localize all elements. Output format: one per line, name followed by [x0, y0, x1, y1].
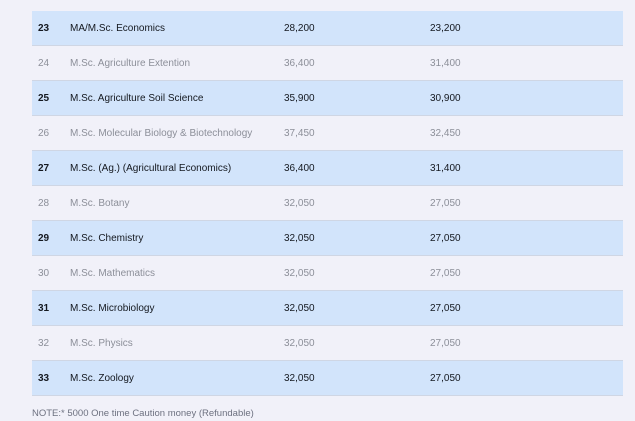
table-row: 27 M.Sc. (Ag.) (Agricultural Economics) …: [32, 151, 623, 186]
fee-second-year: 27,050: [430, 302, 461, 314]
serial-number: 23: [38, 22, 50, 34]
course-name: M.Sc. Molecular Biology & Biotechnology: [70, 127, 253, 139]
fee-first-year: 32,050: [284, 267, 315, 279]
fee-second-year: 23,200: [430, 22, 461, 34]
course-name: M.Sc. Chemistry: [70, 232, 144, 244]
course-name: M.Sc. Zoology: [70, 372, 134, 384]
fee-first-year: 32,050: [284, 337, 315, 349]
table-row: 24 M.Sc. Agriculture Extention 36,400 31…: [32, 46, 623, 81]
table-row: 33 M.Sc. Zoology 32,050 27,050: [32, 361, 623, 396]
course-name: M.Sc. Botany: [70, 197, 130, 209]
fee-first-year: 36,400: [284, 162, 315, 174]
fee-second-year: 27,050: [430, 232, 461, 244]
fee-second-year: 32,450: [430, 127, 461, 139]
table-row: 30 M.Sc. Mathematics 32,050 27,050: [32, 256, 623, 291]
serial-number: 31: [38, 302, 50, 314]
serial-number: 27: [38, 162, 50, 174]
course-name: M.Sc. (Ag.) (Agricultural Economics): [70, 162, 232, 174]
course-name: M.Sc. Agriculture Soil Science: [70, 92, 204, 104]
fee-first-year: 36,400: [284, 57, 315, 69]
fee-first-year: 28,200: [284, 22, 315, 34]
fee-first-year: 35,900: [284, 92, 315, 104]
table-row: 23 MA/M.Sc. Economics 28,200 23,200: [32, 11, 623, 46]
caution-money-note: NOTE:* 5000 One time Caution money (Refu…: [32, 408, 254, 419]
course-name: MA/M.Sc. Economics: [70, 22, 166, 34]
course-name: M.Sc. Agriculture Extention: [70, 57, 191, 69]
course-name: M.Sc. Physics: [70, 337, 133, 349]
fee-first-year: 32,050: [284, 302, 315, 314]
fee-second-year: 31,400: [430, 57, 461, 69]
table-row: 26 M.Sc. Molecular Biology & Biotechnolo…: [32, 116, 623, 151]
fee-second-year: 31,400: [430, 162, 461, 174]
fee-second-year: 27,050: [430, 372, 461, 384]
fee-first-year: 32,050: [284, 197, 315, 209]
serial-number: 29: [38, 232, 50, 244]
fee-first-year: 32,050: [284, 372, 315, 384]
fee-second-year: 27,050: [430, 337, 461, 349]
fee-second-year: 30,900: [430, 92, 461, 104]
fee-table: 23 MA/M.Sc. Economics 28,200 23,200 24 M…: [32, 11, 623, 396]
serial-number: 28: [38, 197, 50, 209]
course-name: M.Sc. Mathematics: [70, 267, 156, 279]
fee-first-year: 37,450: [284, 127, 315, 139]
serial-number: 33: [38, 372, 50, 384]
serial-number: 24: [38, 57, 50, 69]
table-row: 29 M.Sc. Chemistry 32,050 27,050: [32, 221, 623, 256]
fee-first-year: 32,050: [284, 232, 315, 244]
serial-number: 32: [38, 337, 50, 349]
fee-second-year: 27,050: [430, 197, 461, 209]
table-row: 31 M.Sc. Microbiology 32,050 27,050: [32, 291, 623, 326]
serial-number: 26: [38, 127, 50, 139]
serial-number: 25: [38, 92, 50, 104]
table-row: 32 M.Sc. Physics 32,050 27,050: [32, 326, 623, 361]
table-row: 25 M.Sc. Agriculture Soil Science 35,900…: [32, 81, 623, 116]
serial-number: 30: [38, 267, 50, 279]
fee-second-year: 27,050: [430, 267, 461, 279]
course-name: M.Sc. Microbiology: [70, 302, 155, 314]
table-row: 28 M.Sc. Botany 32,050 27,050: [32, 186, 623, 221]
